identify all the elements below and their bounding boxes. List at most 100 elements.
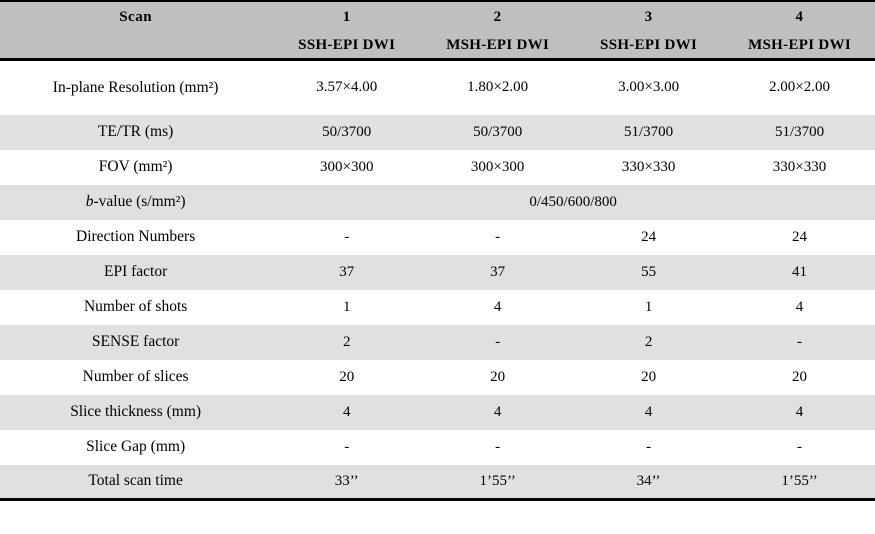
table-row: b-value (s/mm²) 0/450/600/800 [0, 184, 875, 220]
row-value: 2.00×2.00 [769, 79, 831, 96]
row-value: 330×330 [621, 158, 676, 175]
row-value: 3.00×3.00 [618, 79, 680, 96]
row-value: 20 [490, 368, 506, 385]
row-value: 4 [644, 403, 653, 420]
row-label-text: Direction Numbers [76, 228, 196, 245]
row-value: - [646, 438, 652, 455]
row-value: 41 [792, 263, 808, 280]
scan-sequence: MSH-EPI DWI [748, 37, 851, 53]
row-value: 4 [493, 403, 502, 420]
row-value: 4 [795, 298, 804, 315]
table-row: FOV (mm²) 300×300 300×300 330×330 330×330 [0, 150, 875, 185]
row-value: - [344, 228, 350, 245]
row-label-text: Number of slices [82, 368, 189, 385]
row-label-text: In-plane Resolution (mm²) [52, 78, 219, 96]
row-value: 24 [792, 228, 808, 245]
row-value: 1.80×2.00 [467, 79, 529, 96]
row-value: 1’55’’ [479, 472, 516, 489]
column-header-3: 3 SSH-EPI DWI [573, 1, 724, 60]
row-value: 300×300 [470, 158, 525, 175]
scan-number: 4 [795, 9, 804, 25]
row-value: 300×300 [319, 158, 374, 175]
row-value: 55 [641, 263, 657, 280]
row-label-text: Number of shots [83, 298, 188, 315]
scan-number: 1 [342, 9, 351, 25]
row-value: 330×330 [772, 158, 827, 175]
row-value: 50/3700 [322, 123, 372, 140]
row-value: 20 [641, 368, 657, 385]
row-value: 4 [795, 403, 804, 420]
row-value: 2 [342, 333, 351, 350]
row-value: - [495, 228, 501, 245]
row-value: 1’55’’ [781, 472, 818, 489]
table-row: Slice Gap (mm) - - - - [0, 430, 875, 465]
table-row: SENSE factor 2 - 2 - [0, 324, 875, 360]
table-row: Direction Numbers - - 24 24 [0, 220, 875, 255]
row-value: 37 [339, 263, 355, 280]
row-label-text: FOV (mm²) [98, 158, 173, 175]
bottom-margin [0, 501, 875, 530]
table-row: In-plane Resolution (mm²) 3.57×4.00 1.80×2… [0, 60, 875, 115]
row-value: - [797, 333, 803, 350]
row-value: 2 [644, 333, 653, 350]
scan-number: 2 [493, 9, 502, 25]
row-label-text: TE/TR (ms) [97, 123, 174, 140]
column-header-2: 2 MSH-EPI DWI [422, 1, 573, 60]
row-label-text: SENSE factor [91, 333, 180, 350]
row-value: 50/3700 [473, 123, 523, 140]
column-header-4: 4 MSH-EPI DWI [724, 1, 875, 60]
row-label: Total scan time [0, 465, 271, 500]
row-value: 1 [644, 298, 653, 315]
row-label-text: EPI factor [103, 263, 168, 280]
row-label: In-plane Resolution (mm²) [0, 60, 271, 115]
table-row: EPI factor 37 37 55 41 [0, 254, 875, 290]
row-label: EPI factor [0, 255, 271, 290]
row-label: b-value (s/mm²) [0, 185, 271, 220]
row-value: 1 [342, 298, 351, 315]
row-label: FOV (mm²) [0, 150, 271, 185]
scan-header-blank [0, 33, 271, 58]
row-value: - [797, 438, 803, 455]
scan-header-label: Scan [119, 9, 153, 25]
scan-sequence: MSH-EPI DWI [446, 37, 550, 53]
row-label: Number of slices [0, 360, 271, 395]
row-label-text: Slice thickness (mm) [70, 403, 202, 420]
table-row: Slice thickness (mm) 4 4 4 4 [0, 394, 875, 430]
row-label: Number of shots [0, 290, 271, 325]
row-value: - [344, 438, 350, 455]
row-label-text: -value (s/mm²) [93, 193, 186, 210]
scan-header-cell: Scan [0, 1, 271, 60]
table-row: Number of slices 20 20 20 20 [0, 360, 875, 395]
row-value: 24 [641, 228, 657, 245]
row-span-value: 0/450/600/800 [529, 193, 617, 210]
scan-sequence: SSH-EPI DWI [600, 37, 698, 53]
table-header: Scan 1 SSH-EPI DWI 2 MSH-EPI DWI 3 SSH-E… [0, 1, 875, 60]
row-label: Slice thickness (mm) [0, 395, 271, 430]
row-label-text: Slice Gap (mm) [86, 438, 186, 455]
row-value: 4 [493, 298, 502, 315]
scan-number: 3 [644, 9, 653, 25]
row-value: - [495, 438, 501, 455]
row-label: SENSE factor [0, 325, 271, 360]
column-header-1: 1 SSH-EPI DWI [271, 1, 422, 60]
row-label-italic-prefix: b [85, 193, 94, 210]
row-value: 37 [490, 263, 506, 280]
row-value: 33’’ [334, 472, 359, 489]
table-body: In-plane Resolution (mm²) 3.57×4.00 1.80×2… [0, 60, 875, 500]
row-label: Slice Gap (mm) [0, 430, 271, 465]
table-row: TE/TR (ms) 50/3700 50/3700 51/3700 51/3700 [0, 114, 875, 150]
row-label-text: Total scan time [88, 472, 183, 490]
row-value: - [495, 333, 501, 350]
row-label: TE/TR (ms) [0, 115, 271, 150]
row-value: 20 [339, 368, 355, 385]
row-value: 51/3700 [774, 123, 825, 140]
row-value: 4 [342, 403, 351, 420]
scan-sequence: SSH-EPI DWI [298, 37, 396, 53]
header-row: Scan 1 SSH-EPI DWI 2 MSH-EPI DWI 3 SSH-E… [0, 1, 875, 60]
row-value: 51/3700 [624, 123, 674, 140]
row-value: 34’’ [636, 472, 661, 489]
table-row: Total scan time 33’’ 1’55’’ 34’’ 1’55’’ [0, 464, 875, 500]
row-label: Direction Numbers [0, 220, 271, 255]
row-value: 3.57×4.00 [316, 79, 378, 96]
